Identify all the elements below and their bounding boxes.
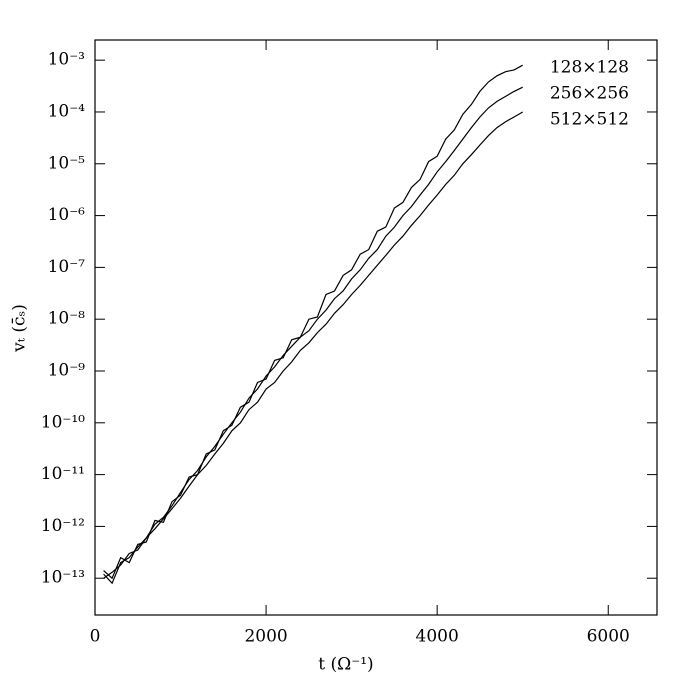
plot-frame xyxy=(94,39,658,616)
y-tick-label: 10⁻⁹ xyxy=(48,360,86,380)
y-tick-label: 10⁻¹² xyxy=(41,516,85,536)
y-tick-label: 10⁻¹¹ xyxy=(41,464,85,484)
x-tick-label: 0 xyxy=(90,627,101,647)
data-line xyxy=(103,111,524,579)
y-tick-label: 10⁻⁴ xyxy=(48,101,86,121)
x-axis-label: t (Ω⁻¹) xyxy=(318,655,373,675)
x-tick-label: 6000 xyxy=(587,627,630,647)
x-tick-label: 4000 xyxy=(416,627,459,647)
y-tick-label: 10⁻⁷ xyxy=(48,257,86,277)
legend-label: 512×512 xyxy=(550,110,629,130)
legend-label: 128×128 xyxy=(550,58,629,78)
y-tick-label: 10⁻¹³ xyxy=(41,568,85,588)
data-line xyxy=(103,64,523,580)
legend-label: 256×256 xyxy=(550,84,629,104)
y-tick-label: 10⁻⁸ xyxy=(48,309,86,329)
y-tick-label: 10⁻⁶ xyxy=(48,205,86,225)
y-tick-label: 10⁻³ xyxy=(48,50,85,70)
data-line xyxy=(103,86,523,585)
y-axis-label: vₜ (c̄ₛ) xyxy=(10,304,30,353)
x-tick-label: 2000 xyxy=(244,627,287,647)
y-tick-label: 10⁻¹⁰ xyxy=(41,412,85,432)
y-tick-label: 10⁻⁵ xyxy=(48,153,86,173)
